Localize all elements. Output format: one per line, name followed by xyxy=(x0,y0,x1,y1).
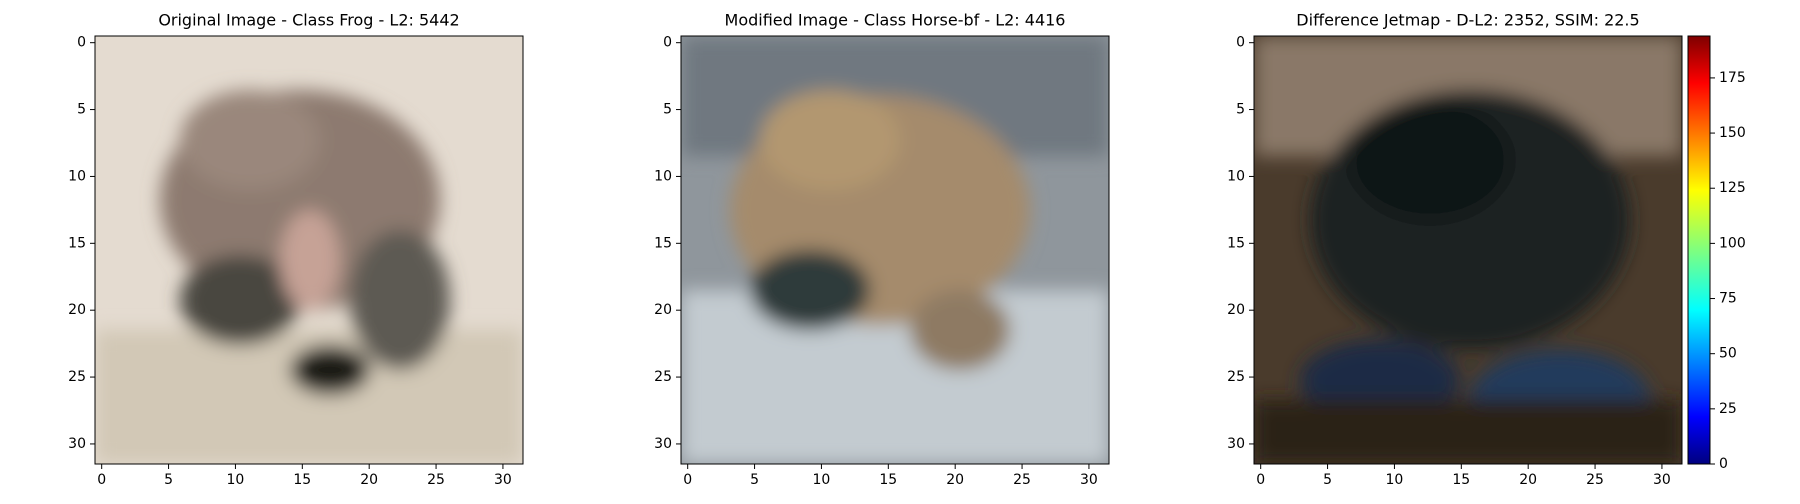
colorbar-tick-label: 150 xyxy=(1719,125,1746,141)
y-tick-label: 20 xyxy=(68,302,86,318)
colorbar-tick-label: 100 xyxy=(1719,235,1746,251)
colorbar-tick-label: 50 xyxy=(1719,346,1737,362)
y-tick-label: 20 xyxy=(1227,302,1245,318)
y-tick-label: 30 xyxy=(68,436,86,452)
y-tick-label: 10 xyxy=(654,168,672,184)
chart-title: Original Image - Class Frog - L2: 5442 xyxy=(158,11,459,30)
x-tick-label: 5 xyxy=(164,472,173,488)
y-tick-label: 0 xyxy=(1236,35,1245,51)
y-tick-label: 5 xyxy=(77,102,86,118)
x-tick-label: 5 xyxy=(750,472,759,488)
y-tick-label: 10 xyxy=(68,168,86,184)
x-tick-label: 0 xyxy=(683,472,692,488)
image xyxy=(1254,36,1682,464)
x-tick-label: 10 xyxy=(1386,472,1404,488)
x-tick-label: 0 xyxy=(1256,472,1265,488)
chart-title: Modified Image - Class Horse-bf - L2: 44… xyxy=(725,11,1066,30)
x-tick-label: 30 xyxy=(1080,472,1098,488)
x-tick-label: 25 xyxy=(427,472,445,488)
x-tick-label: 30 xyxy=(494,472,512,488)
x-tick-label: 0 xyxy=(97,472,106,488)
image xyxy=(95,36,523,464)
x-tick-label: 5 xyxy=(1323,472,1332,488)
x-tick-label: 25 xyxy=(1013,472,1031,488)
colorbar-tick-label: 0 xyxy=(1719,456,1728,472)
y-tick-label: 30 xyxy=(654,436,672,452)
x-tick-label: 15 xyxy=(879,472,897,488)
colorbar-tick-label: 25 xyxy=(1719,401,1737,417)
x-tick-label: 15 xyxy=(1452,472,1470,488)
colorbar-tick-label: 125 xyxy=(1719,180,1746,196)
y-tick-label: 15 xyxy=(1227,235,1245,251)
colorbar-frame xyxy=(1687,35,1711,465)
y-tick-label: 25 xyxy=(68,369,86,385)
x-tick-label: 20 xyxy=(360,472,378,488)
colorbar-tick-label: 175 xyxy=(1719,70,1746,86)
axes-frame xyxy=(1253,35,1683,465)
colorbar xyxy=(1688,36,1710,464)
y-tick-label: 0 xyxy=(663,35,672,51)
x-tick-label: 10 xyxy=(813,472,831,488)
image xyxy=(681,36,1109,464)
x-tick-label: 25 xyxy=(1586,472,1604,488)
axes-frame xyxy=(680,35,1110,465)
colorbar-tick-label: 75 xyxy=(1719,291,1737,307)
chart-title: Difference Jetmap - D-L2: 2352, SSIM: 22… xyxy=(1296,11,1639,30)
y-tick-label: 30 xyxy=(1227,436,1245,452)
x-tick-label: 30 xyxy=(1653,472,1671,488)
x-tick-label: 20 xyxy=(946,472,964,488)
x-tick-label: 10 xyxy=(227,472,245,488)
x-tick-label: 20 xyxy=(1519,472,1537,488)
x-tick-label: 15 xyxy=(293,472,311,488)
y-tick-label: 15 xyxy=(68,235,86,251)
y-tick-label: 0 xyxy=(77,35,86,51)
y-tick-label: 25 xyxy=(1227,369,1245,385)
y-tick-label: 10 xyxy=(1227,168,1245,184)
y-tick-label: 20 xyxy=(654,302,672,318)
axes-frame xyxy=(94,35,524,465)
y-tick-label: 25 xyxy=(654,369,672,385)
y-tick-label: 15 xyxy=(654,235,672,251)
y-tick-label: 5 xyxy=(1236,102,1245,118)
y-tick-label: 5 xyxy=(663,102,672,118)
